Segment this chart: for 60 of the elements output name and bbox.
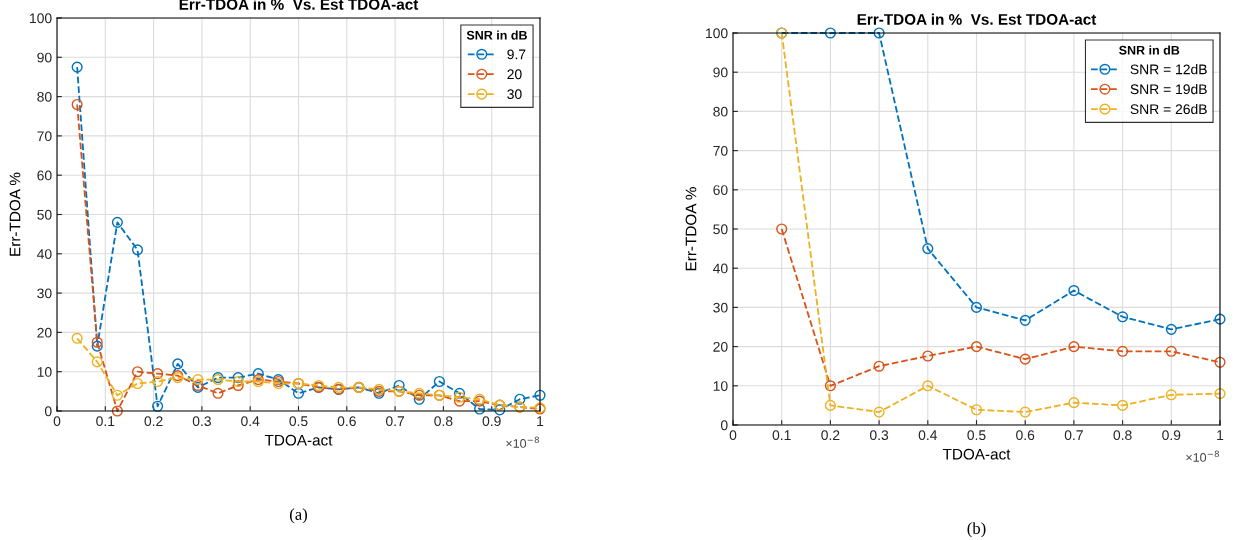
legend-label: SNR = 19dB <box>1130 83 1207 95</box>
x-tick-label: 0.6 <box>1016 430 1035 441</box>
y-tick-label: 50 <box>713 224 728 235</box>
y-tick-label: 70 <box>713 145 728 156</box>
x-tick-label: 0.9 <box>1162 430 1181 441</box>
x-tick-label: 0.8 <box>1113 430 1132 441</box>
y-tick-label: 40 <box>37 249 52 259</box>
y-tick-label: 0 <box>44 406 52 417</box>
x-tick-label: 0.5 <box>289 416 308 427</box>
y-tick-label: 90 <box>37 52 52 63</box>
x-tick-label: 0.2 <box>144 416 163 427</box>
legend-label: 9.7 <box>507 49 526 60</box>
chart-title: Err-TDOA in % Vs. Est TDOA-act <box>857 13 1097 25</box>
y-axis-title: Err-TDOA % <box>9 172 21 256</box>
x-tick-label: 0 <box>729 430 737 441</box>
y-tick-label: 80 <box>37 91 52 102</box>
x-tick-label: 1 <box>537 416 544 426</box>
legend-label: 30 <box>507 89 522 100</box>
y-tick-label: 80 <box>713 106 728 117</box>
x-tick-label: 0.2 <box>821 430 840 441</box>
x-tick-label: 0.7 <box>1064 430 1083 441</box>
y-tick-label: 10 <box>713 381 728 391</box>
text: ×10$^{−8}$ <box>506 436 539 448</box>
y-tick-label: 70 <box>37 131 52 142</box>
x-tick-label: 0 <box>53 416 61 427</box>
x-tick-label: 0.5 <box>967 430 986 441</box>
y-tick-label: 20 <box>713 341 728 352</box>
y-tick-label: 100 <box>30 13 52 24</box>
x-tick-label: 0.1 <box>96 416 115 427</box>
legend-label: 20 <box>507 69 522 80</box>
y-tick-label: 50 <box>37 209 52 220</box>
text: ×10$^{−8}$ <box>1186 450 1219 462</box>
y-tick-label: 20 <box>37 327 52 338</box>
text: (b) <box>967 522 986 538</box>
y-tick-label: 30 <box>37 288 52 299</box>
x-tick-label: 0.6 <box>337 416 356 427</box>
x-tick-label: 1 <box>1217 430 1224 440</box>
y-tick-label: 60 <box>713 185 728 195</box>
x-tick-label: 0.3 <box>869 430 889 441</box>
x-axis-title: TDOA-act <box>942 448 1011 460</box>
x-tick-label: 0.9 <box>482 416 501 427</box>
x-axis-title: TDOA-act <box>264 434 333 446</box>
legend-title: SNR in dB <box>466 30 527 40</box>
legend-title: SNR in dB <box>1119 45 1180 55</box>
x-tick-label: 0.3 <box>192 416 211 427</box>
y-axis-title: Err-TDOA % <box>685 187 697 271</box>
y-tick-label: 90 <box>713 67 728 78</box>
x-tick-label: 0.1 <box>772 430 791 441</box>
x-tick-label: 0.4 <box>241 416 260 427</box>
y-tick-label: 100 <box>706 28 728 39</box>
x-tick-label: 0.8 <box>434 416 453 427</box>
y-tick-label: 10 <box>37 367 52 377</box>
text: (a) <box>289 508 308 524</box>
legend-label: SNR = 26dB <box>1130 103 1207 115</box>
y-tick-label: 60 <box>37 170 52 181</box>
x-tick-label: 0.4 <box>918 430 938 441</box>
y-tick-label: 30 <box>713 302 728 313</box>
x-tick-label: 0.7 <box>385 416 405 427</box>
y-tick-label: 40 <box>713 263 728 274</box>
legend-label: SNR = 12dB <box>1130 64 1207 75</box>
